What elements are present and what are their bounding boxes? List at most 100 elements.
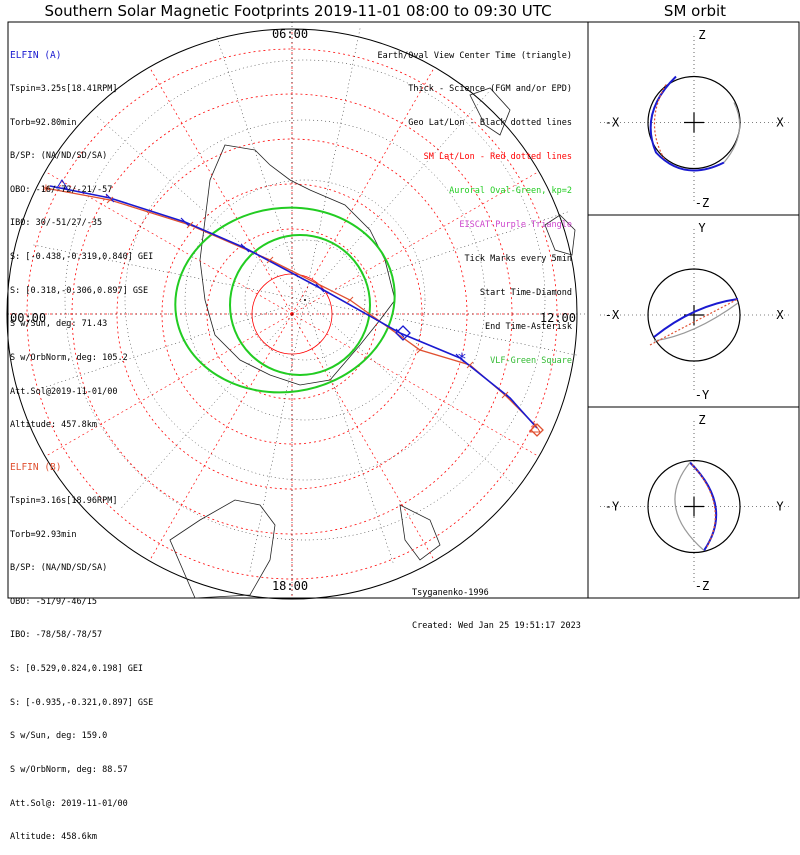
elfin-b-orbit [653, 84, 667, 159]
geo-latitude-circle [184, 179, 426, 421]
geo-latitude-circle [64, 59, 546, 541]
orbit-label-top: Z [698, 413, 705, 427]
credit-text: Tsyganenko-1996 [412, 588, 489, 598]
elfin-b-tick [346, 296, 354, 304]
earth-outline [647, 268, 741, 362]
info-line: Altitude: 458.6km [10, 832, 97, 843]
info-line: B/SP: (NA/ND/SD/SA) [10, 151, 108, 162]
elfin-a-tick [455, 353, 465, 363]
info-line: B/SP: (NA/ND/SD/SA) [10, 563, 108, 574]
orbit-label-bottom: -Z [695, 196, 709, 210]
created-text: Created: Wed Jan 25 19:51:17 2023 [412, 621, 581, 631]
sm-meridian [149, 67, 293, 315]
geo-meridian [304, 299, 395, 566]
info-line: Tspin=3.16s[18.96RPM] [10, 496, 118, 507]
info-line: S w/OrbNorm, deg: 88.57 [10, 764, 128, 775]
geo-meridian [119, 299, 306, 511]
elfin-b-tick [501, 391, 509, 399]
australia-coastline [169, 499, 276, 599]
info-line: Att.Sol@: 2019-11-01/00 [10, 798, 128, 809]
elfin-a-tick [505, 393, 515, 403]
orbit-label-left: -X [605, 116, 620, 130]
geo-meridian [304, 25, 361, 301]
legend-item: Geo Lat/Lon - Black dotted lines [408, 118, 572, 129]
footer: Tsyganenko-1996 Created: Wed Jan 25 19:5… [412, 566, 581, 643]
page-title: Southern Solar Magnetic Footprints 2019-… [44, 2, 552, 20]
geo-meridian [215, 34, 306, 301]
elfin-a-start-diamond [395, 325, 411, 341]
sm-meridian [149, 313, 293, 561]
elfin-a-orbit [649, 75, 725, 172]
info-line: S: [-0.935,-0.321,0.897] GSE [10, 697, 154, 708]
orbit-label-left: -X [605, 308, 620, 322]
info-line: S w/OrbNorm, deg: 105.2 [10, 352, 128, 363]
elfin-a-info: ELFIN (A) Tspin=3.25s[18.41RPM] Torb=92.… [10, 28, 153, 443]
geo-meridian [39, 299, 306, 390]
info-line: Att.Sol@2019-11-01/00 [10, 386, 118, 397]
geo-latitude-circle [124, 119, 486, 481]
auroral-oval-inner [229, 234, 371, 376]
info-line: S: [0.318,-0.306,0.897] GSE [10, 285, 149, 296]
geo-meridian [249, 299, 306, 575]
legend: Earth/Oval View Center Time (triangle) T… [378, 28, 572, 378]
info-line: Altitude: 457.8km [10, 420, 97, 431]
orbit-title: SM orbit [663, 2, 727, 20]
elfin-a-tick [105, 193, 115, 203]
info-line: IBO: 30/-51/27/-35 [10, 218, 103, 229]
info-line: Torb=92.80min [10, 117, 77, 128]
auroral-oval-outer [174, 206, 396, 394]
elfin-b-center-triangle [529, 423, 541, 433]
elfin-b-tick [106, 196, 114, 204]
orbit-label-right: Y [776, 500, 784, 514]
footprint-map: * * 06:00 00:00 12:00 18:00 Z -Z -X X Y -Y -X X Z… [6, 21, 800, 600]
elfin-b-tick [416, 346, 424, 354]
elfin-a-tick [180, 217, 190, 227]
map-label-top: 06:00 [272, 27, 308, 41]
legend-item: Earth/Oval View Center Time (triangle) [377, 50, 572, 61]
info-line: S: [0.529,0.824,0.198] GEI [10, 664, 144, 675]
elfin-b-end-asterisk: * [41, 181, 51, 200]
orbit-label-left: -Y [605, 500, 620, 514]
legend-item: EISCAT-Purple Triangle [459, 220, 572, 231]
elfin-b-info: ELFIN (B) Tspin=3.16s[18.96RPM] Torb=92.… [10, 440, 153, 855]
legend-item: VLF-Green Square [490, 355, 572, 366]
elfin-b-tick [466, 361, 474, 369]
legend-item: Tick Marks every 5min [464, 253, 572, 264]
elfin-a-orbit-back [674, 462, 705, 551]
geo-meridian [304, 299, 580, 356]
geo-meridian [304, 210, 571, 301]
legend-item: Auroral Oval-Green, kp=2 [449, 186, 572, 197]
elfin-b-orbit [691, 464, 716, 549]
info-line: S w/Sun, deg: 71.43 [10, 319, 108, 330]
elfin-b-start-diamond [530, 423, 544, 437]
map-label-right: 12:00 [540, 311, 576, 325]
elfin-a-tick [240, 243, 250, 253]
info-line: Torb=92.93min [10, 529, 77, 540]
legend-item: End Time-Asterisk [485, 321, 572, 332]
elfin-b-tick [186, 221, 194, 229]
info-line: S w/Sun, deg: 159.0 [10, 731, 108, 742]
orbit-label-right: X [776, 308, 784, 322]
info-line: OBO: -51/9/-46/15 [10, 596, 97, 607]
orbit-label-top: Z [698, 28, 705, 42]
earth-outline [647, 459, 741, 554]
elfin-a-header: ELFIN (A) [10, 50, 62, 62]
elfin-a-tick [395, 328, 405, 338]
elfin-a-orbit-back [653, 302, 739, 342]
info-line: OBO: -16/-72/-21/-57 [10, 184, 113, 195]
elfin-a-orbit-back [723, 102, 741, 163]
info-line: IBO: -78/58/-78/57 [10, 630, 103, 641]
orbit-label-bottom: -Y [695, 388, 710, 402]
elfin-a-end-asterisk: * [457, 349, 467, 368]
geo-latitude-circle [244, 239, 366, 361]
geo-meridian [304, 89, 491, 301]
orbit-label-bottom: -Z [695, 579, 709, 593]
elfin-a-center-triangle [56, 179, 68, 189]
elfin-a-tick [315, 283, 325, 293]
orbit-frame-3 [587, 406, 800, 599]
elfin-b-orbit [649, 298, 739, 346]
legend-item: Thick - Science (FGM and/or EPD) [408, 84, 572, 95]
geo-meridian [30, 244, 306, 301]
info-line: S: [-0.438,-0.319,0.840] GEI [10, 252, 154, 263]
orbit-label-top: Y [698, 221, 706, 235]
